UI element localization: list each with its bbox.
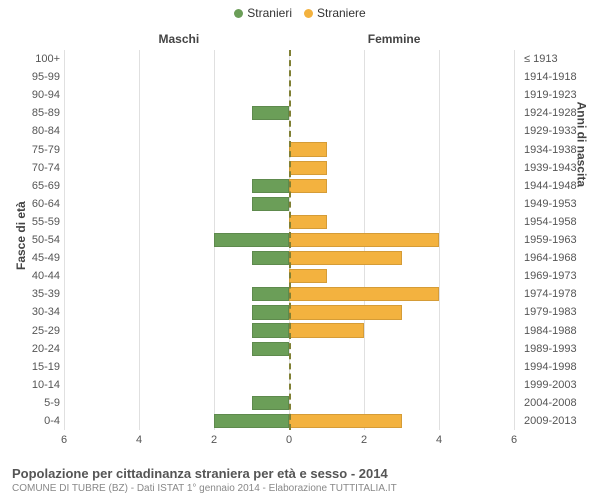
y-label-year: 1959-1963 [524, 231, 584, 249]
y-label-year: 1934-1938 [524, 141, 584, 159]
y-label-year: 1919-1923 [524, 86, 584, 104]
col-header-femmine: Femmine [368, 32, 421, 46]
y-label-age: 0-4 [16, 412, 60, 430]
x-tick: 4 [136, 434, 142, 446]
y-label-age: 35-39 [16, 285, 60, 303]
y-label-age: 30-34 [16, 303, 60, 321]
y-label-age: 20-24 [16, 340, 60, 358]
y-label-age: 90-94 [16, 86, 60, 104]
y-label-age: 80-84 [16, 122, 60, 140]
y-label-year: 1984-1988 [524, 322, 584, 340]
y-label-year: 1994-1998 [524, 358, 584, 376]
y-label-age: 65-69 [16, 177, 60, 195]
center-axis [289, 50, 291, 430]
female-dot-icon [304, 9, 313, 18]
y-label-year: 1939-1943 [524, 159, 584, 177]
y-label-age: 15-19 [16, 358, 60, 376]
y-label-year: 1949-1953 [524, 195, 584, 213]
legend-item: Straniere [304, 6, 366, 20]
y-label-age: 55-59 [16, 213, 60, 231]
male-dot-icon [234, 9, 243, 18]
x-tick: 2 [361, 434, 367, 446]
y-label-year: 1929-1933 [524, 122, 584, 140]
y-label-year: 2009-2013 [524, 412, 584, 430]
y-label-year: 1979-1983 [524, 303, 584, 321]
x-tick: 2 [211, 434, 217, 446]
y-label-age: 40-44 [16, 267, 60, 285]
caption: Popolazione per cittadinanza straniera p… [12, 466, 588, 494]
y-label-year: 1964-1968 [524, 249, 584, 267]
y-label-age: 25-29 [16, 322, 60, 340]
x-tick: 0 [286, 434, 292, 446]
y-label-year: 1974-1978 [524, 285, 584, 303]
x-tick: 4 [436, 434, 442, 446]
y-label-age: 60-64 [16, 195, 60, 213]
y-label-age: 10-14 [16, 376, 60, 394]
y-label-year: 1999-2003 [524, 376, 584, 394]
legend: Stranieri Straniere [0, 6, 600, 21]
legend-label: Straniere [317, 6, 366, 20]
y-label-year: 2004-2008 [524, 394, 584, 412]
col-header-maschi: Maschi [159, 32, 200, 46]
y-label-year: 1989-1993 [524, 340, 584, 358]
y-label-age: 100+ [16, 50, 60, 68]
y-label-age: 5-9 [16, 394, 60, 412]
y-label-age: 70-74 [16, 159, 60, 177]
y-label-age: 45-49 [16, 249, 60, 267]
caption-subtitle: COMUNE DI TUBRE (BZ) - Dati ISTAT 1° gen… [12, 483, 588, 494]
y-label-year: 1924-1928 [524, 104, 584, 122]
y-label-year: ≤ 1913 [524, 50, 584, 68]
x-tick: 6 [61, 434, 67, 446]
grid-line [514, 50, 515, 430]
legend-item: Stranieri [234, 6, 292, 20]
y-label-age: 50-54 [16, 231, 60, 249]
legend-label: Stranieri [247, 6, 292, 20]
x-tick: 6 [511, 434, 517, 446]
y-label-year: 1914-1918 [524, 68, 584, 86]
y-label-age: 75-79 [16, 141, 60, 159]
y-label-age: 85-89 [16, 104, 60, 122]
y-label-year: 1969-1973 [524, 267, 584, 285]
y-label-year: 1954-1958 [524, 213, 584, 231]
caption-title: Popolazione per cittadinanza straniera p… [12, 466, 588, 481]
y-label-year: 1944-1948 [524, 177, 584, 195]
chart: Maschi Femmine Fasce di età Anni di nasc… [0, 26, 600, 454]
y-label-age: 95-99 [16, 68, 60, 86]
